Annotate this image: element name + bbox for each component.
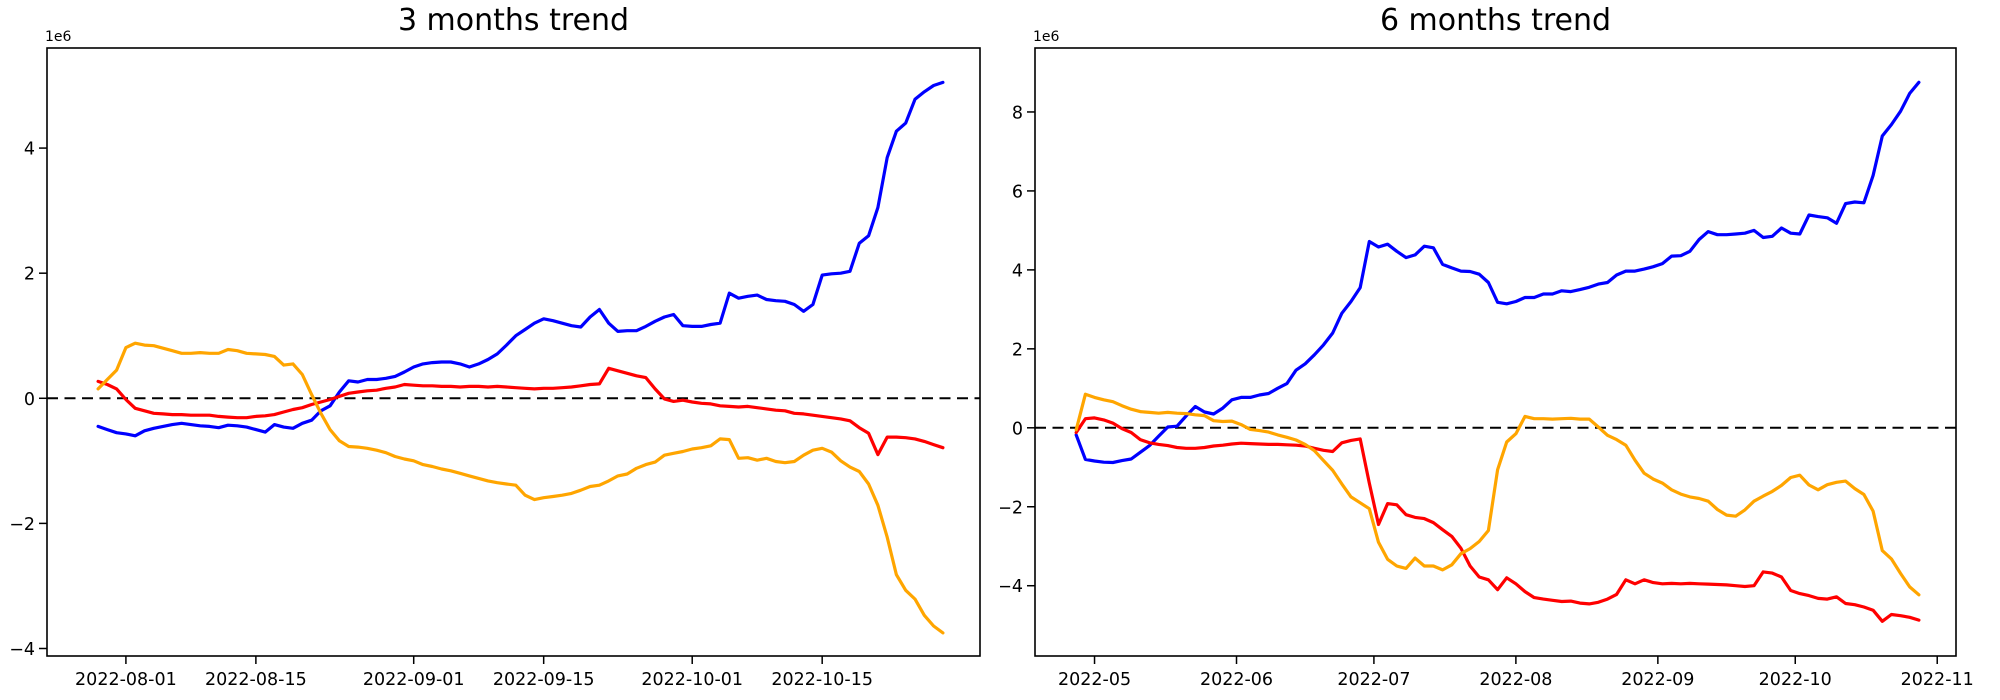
svg-text:6: 6	[1012, 182, 1023, 202]
svg-text:2022-06: 2022-06	[1200, 670, 1273, 690]
svg-text:−4: −4	[9, 640, 35, 660]
plot-3-months-svg: 1e6 4 2 0 −2 −4 2022-08-01 2022-08-15 2022-09-01…	[9, 29, 981, 690]
svg-text:2022-10: 2022-10	[1759, 670, 1832, 690]
svg-text:2022-09: 2022-09	[1621, 670, 1694, 690]
svg-text:2022-11: 2022-11	[1901, 670, 1974, 690]
svg-text:2: 2	[1012, 340, 1023, 360]
svg-text:2022-07: 2022-07	[1337, 670, 1410, 690]
plot-6-months-svg: 1e6 8 6 4 2 0 −2 −4 2022-05 2022-06 2022-07 2022-08…	[1000, 29, 1974, 690]
svg-text:1e6: 1e6	[45, 29, 72, 45]
svg-text:2022-09-01: 2022-09-01	[363, 670, 465, 690]
svg-text:−2: −2	[1000, 498, 1023, 518]
chart-title-3-months: 3 months trend	[397, 3, 630, 38]
svg-text:4: 4	[24, 140, 35, 160]
svg-text:1e6: 1e6	[1033, 29, 1060, 45]
svg-text:8: 8	[1012, 103, 1023, 123]
svg-text:2022-08-15: 2022-08-15	[205, 670, 307, 690]
chart-title-6-months: 6 months trend	[1379, 3, 1612, 38]
chart-3-months-trend: 3 months trend 1e6 4 2 0 −2 −4 2022-08-01 2022-…	[9, 3, 981, 690]
svg-text:−2: −2	[9, 515, 35, 535]
svg-text:−4: −4	[1000, 577, 1023, 597]
chart-6-months-trend: 6 months trend 1e6 8 6 4 2 0 −2 −4 2022-05 2022-0…	[1000, 0, 2000, 700]
svg-text:2022-08: 2022-08	[1479, 670, 1552, 690]
svg-text:4: 4	[1012, 261, 1023, 281]
svg-text:2022-10-01: 2022-10-01	[641, 670, 743, 690]
svg-text:2022-10-15: 2022-10-15	[771, 670, 873, 690]
svg-text:2: 2	[24, 265, 35, 285]
svg-text:0: 0	[24, 390, 35, 410]
svg-text:2022-05: 2022-05	[1058, 670, 1131, 690]
svg-text:0: 0	[1012, 419, 1023, 439]
svg-text:2022-09-15: 2022-09-15	[493, 670, 595, 690]
svg-text:2022-08-01: 2022-08-01	[75, 670, 177, 690]
